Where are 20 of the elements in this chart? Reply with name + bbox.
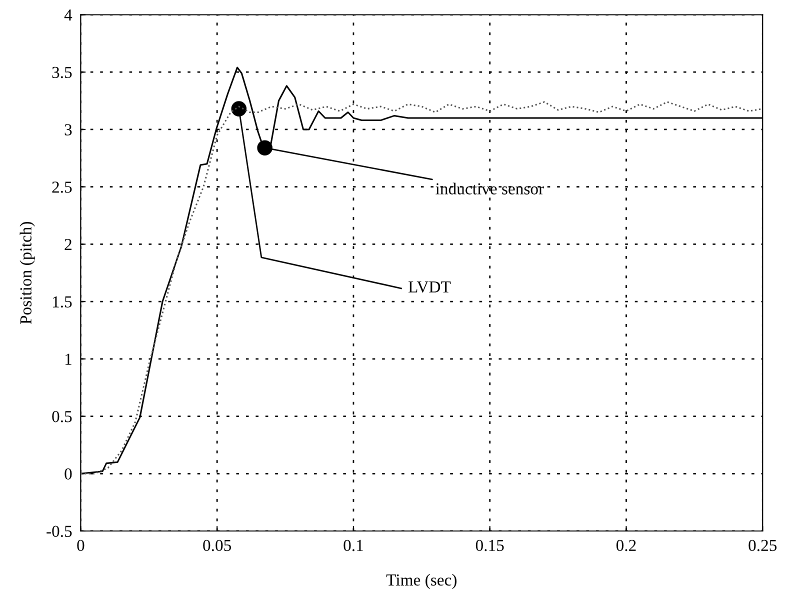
x-tick-label: 0.1 [344, 540, 363, 552]
x-axis-title: Time (sec) [386, 574, 456, 590]
y-axis-title: Position (pitch) [20, 222, 35, 324]
y-tick-label: 3.5 [52, 66, 72, 78]
annotation: LVDT [408, 281, 451, 293]
x-tick-label: 0.05 [203, 540, 232, 552]
y-tick-label: 3 [64, 124, 72, 136]
x-tick-label: 0.25 [748, 540, 777, 552]
x-tick-label: 0.2 [616, 540, 636, 552]
x-tick-label: 0 [77, 540, 84, 552]
y-tick-label: 1 [66, 354, 72, 365]
x-tick-label: 0.15 [476, 540, 504, 552]
y-tick-label: 0.5 [52, 410, 72, 422]
y-tick-label: 0 [64, 468, 72, 480]
y-tick-label: -0.5 [46, 526, 72, 538]
y-tick-label: 4 [64, 10, 72, 21]
y-tick-label: 2 [64, 238, 72, 250]
annotation: inductive sensor [436, 182, 544, 194]
y-tick-label: 1.5 [53, 296, 72, 308]
y-tick-label: 2.5 [52, 182, 72, 193]
